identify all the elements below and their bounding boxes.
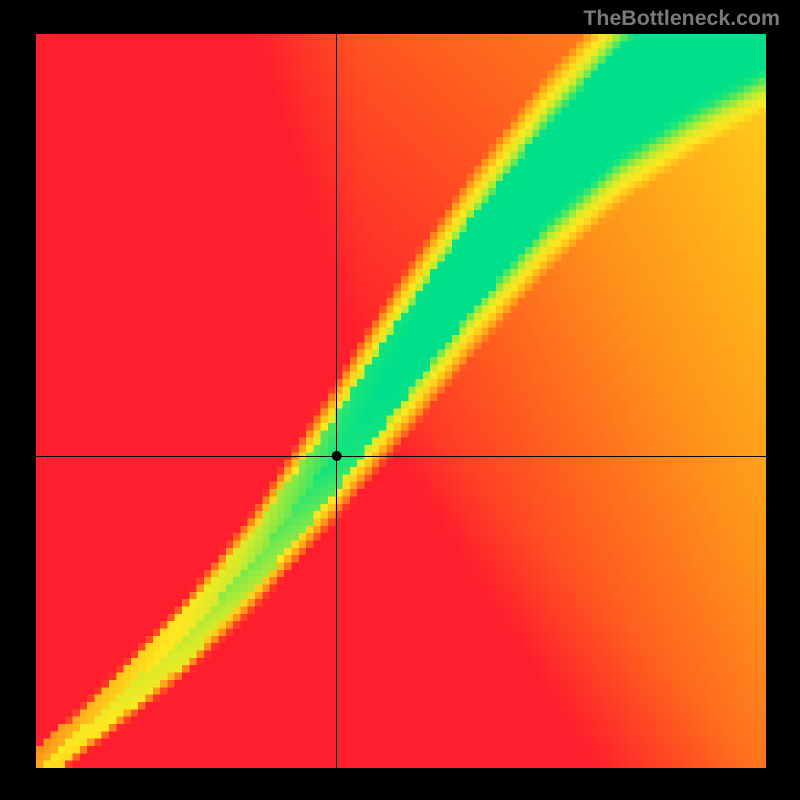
plot-area (36, 34, 766, 768)
watermark-text: TheBottleneck.com (583, 6, 780, 31)
crosshair-marker (36, 34, 766, 768)
chart-container: TheBottleneck.com (0, 0, 800, 800)
